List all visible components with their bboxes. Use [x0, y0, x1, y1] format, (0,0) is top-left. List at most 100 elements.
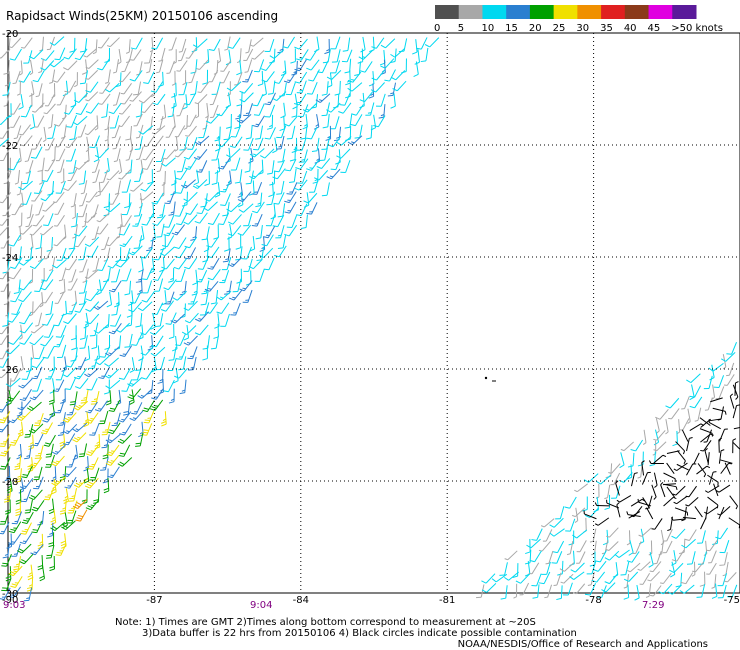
wind-barb — [628, 511, 641, 519]
wind-barb — [143, 410, 155, 424]
wind-barb — [121, 93, 133, 105]
wind-barb — [99, 82, 111, 94]
wind-barb — [686, 373, 701, 384]
wind-barb — [168, 201, 176, 216]
wind-barb — [390, 93, 396, 109]
wind-barb — [256, 246, 265, 262]
wind-barb — [289, 168, 297, 184]
wind-barb — [616, 502, 621, 518]
wind-barb — [424, 37, 440, 48]
wind-barb — [222, 202, 230, 217]
wind-barb — [134, 168, 143, 183]
wind-barb — [322, 113, 330, 129]
wind-barb — [73, 477, 89, 488]
wind-barb — [724, 462, 731, 475]
wind-barb — [192, 179, 208, 189]
wind-barb — [40, 60, 55, 71]
wind-barb — [128, 245, 143, 256]
wind-barb — [291, 102, 298, 118]
wind-barb — [595, 550, 607, 563]
wind-barb — [77, 124, 87, 138]
wind-barb — [109, 192, 120, 205]
wind-barb — [560, 573, 574, 584]
wind-barb — [15, 501, 22, 517]
wind-barb — [105, 346, 120, 357]
wind-barb — [583, 510, 597, 520]
credit-line: NOAA/NESDIS/Office of Research and Appli… — [458, 639, 708, 650]
wind-barb — [128, 290, 134, 306]
wind-barb — [29, 268, 34, 284]
wind-barb — [326, 102, 341, 113]
wind-barb — [713, 375, 725, 389]
wind-barb — [601, 582, 616, 593]
wind-barb — [251, 213, 263, 227]
wind-barb — [26, 204, 33, 219]
wind-barb — [538, 571, 551, 585]
barb-layer-west — [0, 36, 440, 602]
wind-barb — [660, 572, 672, 584]
wind-barb — [67, 168, 78, 182]
wind-barb — [686, 463, 697, 476]
wind-barb — [104, 368, 120, 379]
wind-barb — [99, 345, 111, 358]
wind-barb — [174, 204, 186, 217]
wind-barb — [330, 36, 341, 50]
wind-barb — [689, 384, 695, 401]
wind-barb — [220, 60, 232, 72]
wind-barb — [648, 551, 654, 568]
wind-barb — [17, 543, 32, 554]
wind-barb — [306, 81, 318, 95]
wind-barb — [663, 472, 676, 483]
wind-barb — [8, 158, 21, 171]
wind-barb — [342, 37, 351, 52]
wind-barb — [124, 193, 131, 209]
wind-barb — [184, 247, 197, 260]
wind-barb — [128, 301, 143, 313]
wind-barb — [104, 357, 119, 367]
wind-barb — [254, 269, 265, 283]
wind-barb — [321, 102, 330, 117]
wind-barb — [165, 312, 177, 325]
wind-barb — [24, 148, 33, 162]
wind-barb — [700, 440, 712, 452]
wind-barb — [324, 38, 330, 55]
wind-barb — [133, 113, 143, 127]
wind-barb — [106, 37, 120, 48]
wind-barb — [712, 407, 727, 415]
wind-barb — [207, 212, 220, 226]
wind-barb — [0, 434, 10, 447]
wind-barb — [733, 426, 740, 430]
wind-barb — [151, 37, 164, 50]
wind-barb — [130, 37, 143, 50]
wind-barb — [652, 454, 667, 465]
wind-barb — [173, 237, 187, 249]
wind-barb — [0, 137, 10, 147]
wind-barb — [50, 521, 66, 532]
wind-barb — [230, 124, 242, 138]
wind-barb — [244, 158, 252, 173]
wind-barb — [277, 235, 287, 249]
wind-barb — [667, 584, 682, 595]
wind-barb — [49, 256, 56, 271]
wind-barb — [199, 302, 210, 316]
wind-barb — [96, 212, 110, 223]
wind-barb — [79, 70, 89, 85]
wind-barb — [188, 69, 197, 84]
wind-barb — [45, 301, 54, 316]
wind-barb — [32, 433, 44, 447]
wind-barb — [135, 102, 143, 118]
wind-barb — [65, 355, 78, 368]
wind-barb — [174, 136, 179, 152]
wind-barb — [176, 158, 186, 173]
wind-barb — [354, 124, 363, 139]
wind-barb — [27, 564, 34, 581]
wind-barb — [84, 212, 97, 223]
wind-barb — [178, 38, 187, 53]
wind-barb — [604, 573, 619, 585]
wind-barb — [79, 259, 88, 273]
wind-barb — [641, 460, 645, 476]
wind-barb — [163, 279, 177, 291]
wind-barb — [54, 47, 66, 61]
wind-barb — [125, 147, 133, 161]
wind-barb — [267, 160, 275, 175]
